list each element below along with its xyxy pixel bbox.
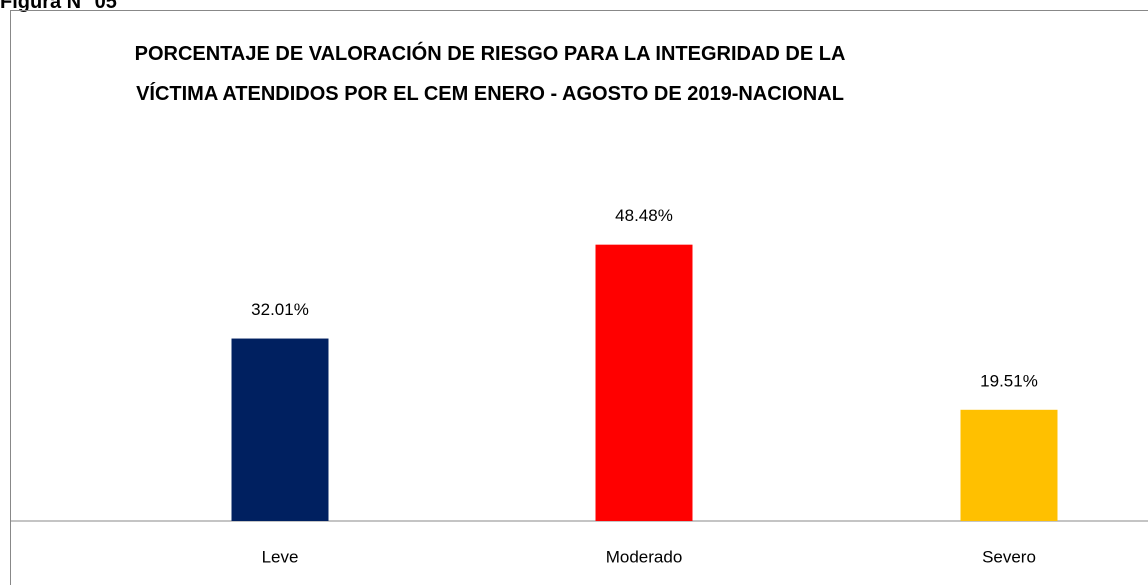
chart-title: PORCENTAJE DE VALORACIÓN DE RIESGO PARA …	[134, 43, 846, 105]
caption: Figura N° 05	[0, 0, 117, 13]
value-label: 48.48%	[615, 206, 673, 225]
bar	[595, 244, 693, 521]
bar	[960, 409, 1058, 521]
value-label: 32.01%	[251, 300, 309, 319]
bar	[231, 338, 329, 521]
value-label: 19.51%	[980, 371, 1038, 390]
x-tick-label: Severo	[982, 547, 1036, 566]
x-tick-label: Leve	[262, 547, 299, 566]
chart-frame	[10, 10, 1148, 585]
x-tick-label: Moderado	[606, 547, 683, 566]
